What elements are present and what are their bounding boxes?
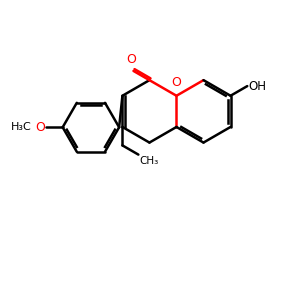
Text: O: O xyxy=(126,52,136,66)
Text: OH: OH xyxy=(249,80,267,93)
Text: O: O xyxy=(35,121,45,134)
Text: CH₃: CH₃ xyxy=(140,156,159,166)
Text: H₃C: H₃C xyxy=(11,122,32,132)
Text: O: O xyxy=(172,76,182,89)
